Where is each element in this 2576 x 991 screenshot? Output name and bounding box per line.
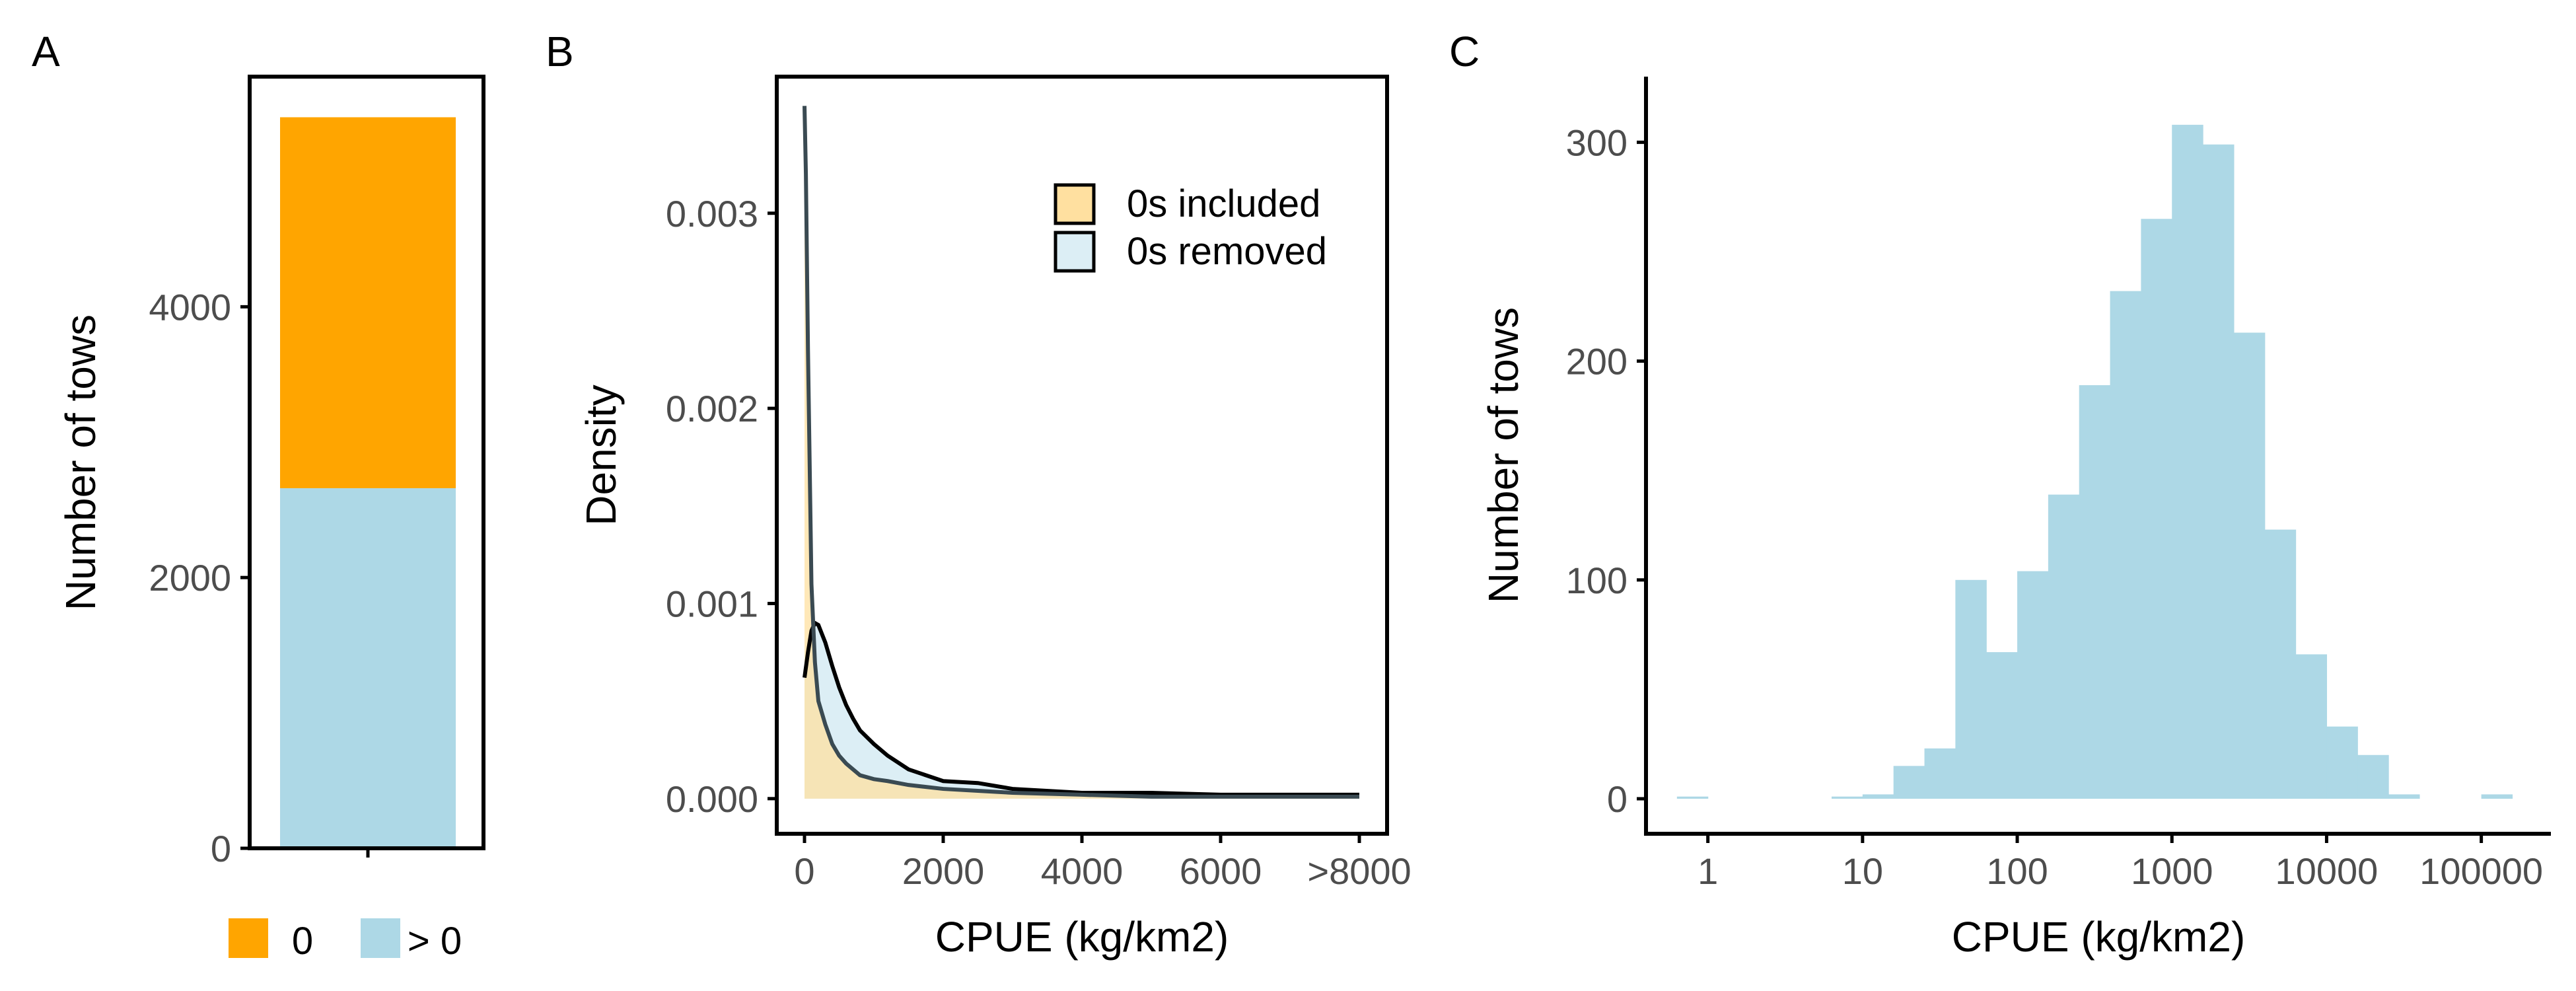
panel-c-x-axis-label: CPUE (kg/km2) bbox=[1952, 913, 2246, 961]
x-tick-label: 100 bbox=[1986, 850, 2048, 892]
legend-label: 0s removed bbox=[1127, 230, 1327, 273]
histogram-bar bbox=[2203, 144, 2235, 799]
panel-c-chart: 0 100 200 300 1 10 100 1000 10000 100000 CPUE (kg… bbox=[1480, 77, 2551, 961]
panel-label-b: B bbox=[546, 28, 574, 75]
panel-c-histogram-bars bbox=[1676, 124, 2513, 799]
panel-b-x-axis-label: CPUE (kg/km2) bbox=[935, 913, 1229, 961]
y-tick-label: 200 bbox=[1566, 341, 1628, 383]
legend-label: > 0 bbox=[408, 920, 462, 963]
panel-c-axes: 0 100 200 300 1 10 100 1000 10000 100000 bbox=[1566, 77, 2551, 892]
panel-label-a: A bbox=[32, 28, 60, 75]
legend-label: 0s included bbox=[1127, 182, 1320, 225]
density-curve-zeros-removed-line bbox=[803, 620, 1359, 797]
histogram-bar bbox=[2172, 124, 2203, 799]
legend-swatch-positive bbox=[361, 918, 400, 958]
panel-a-legend: 0 > 0 bbox=[229, 918, 462, 963]
histogram-bar bbox=[2264, 529, 2297, 799]
panel-a-y-axis-label: Number of tows bbox=[57, 314, 104, 610]
y-tick-label: 0 bbox=[1607, 778, 1628, 820]
y-tick-label: 0.001 bbox=[666, 583, 758, 624]
histogram-bar bbox=[1862, 794, 1894, 799]
legend-swatch-zero bbox=[229, 918, 268, 958]
histogram-bar bbox=[2048, 494, 2080, 799]
y-tick-label: 2000 bbox=[149, 557, 231, 599]
histogram-bar bbox=[2079, 385, 2111, 799]
histogram-bar bbox=[2357, 754, 2389, 799]
x-tick-label: 0 bbox=[794, 850, 814, 892]
histogram-bar bbox=[1955, 579, 1987, 799]
x-tick-label: 4000 bbox=[1041, 850, 1124, 892]
histogram-bar bbox=[2110, 291, 2142, 799]
histogram-bar bbox=[1986, 652, 2018, 799]
panel-b-y-axis-label: Density bbox=[577, 385, 625, 525]
legend-swatch-zeros-included bbox=[1054, 183, 1096, 225]
histogram-bar bbox=[2388, 794, 2420, 799]
panel-c-axis-lines bbox=[1644, 77, 2551, 836]
y-tick-label: 300 bbox=[1566, 122, 1628, 163]
histogram-bar bbox=[2295, 654, 2328, 799]
panel-c-y-axis-label: Number of tows bbox=[1480, 307, 1527, 603]
x-tick-label: 10000 bbox=[2275, 850, 2379, 892]
x-tick-label: 10 bbox=[1842, 850, 1883, 892]
x-tick-label: 100000 bbox=[2419, 850, 2543, 892]
panel-label-c: C bbox=[1449, 28, 1480, 75]
x-tick-label: 1000 bbox=[2131, 850, 2213, 892]
density-curve-zeros-removed-area bbox=[805, 623, 1359, 799]
y-tick-label: 0.003 bbox=[666, 193, 758, 235]
legend-swatch-zeros-removed bbox=[1054, 231, 1096, 273]
x-tick-label: 2000 bbox=[902, 850, 985, 892]
histogram-bar bbox=[1893, 766, 1925, 799]
histogram-bar bbox=[2326, 726, 2358, 799]
histogram-bar bbox=[1676, 796, 1709, 799]
density-curve-zeros-included-line bbox=[803, 106, 1359, 799]
histogram-bar bbox=[2481, 794, 2513, 799]
panel-a-axes: 0 2000 4000 bbox=[149, 75, 485, 869]
panel-b-legend: 0s included 0s removed bbox=[1054, 182, 1327, 273]
histogram-bar bbox=[1924, 748, 1956, 799]
panel-a-bars bbox=[280, 117, 456, 848]
x-tick-label: 1 bbox=[1698, 850, 1718, 892]
bar-segment-positive bbox=[280, 488, 456, 848]
panel-a-chart: 0 2000 4000 Number of tows 0 > 0 bbox=[57, 75, 485, 963]
y-tick-label: 0.000 bbox=[666, 778, 758, 820]
panel-b-density-curves bbox=[803, 106, 1359, 799]
panel-b-chart: 0.000 0.001 0.002 0.003 0 2000 4000 6000 >8000 C… bbox=[577, 75, 1412, 961]
bar-segment-zero bbox=[280, 117, 456, 488]
histogram-bar bbox=[2233, 332, 2266, 799]
x-tick-label: 6000 bbox=[1180, 850, 1262, 892]
y-tick-label: 100 bbox=[1566, 560, 1628, 601]
y-tick-label: 4000 bbox=[149, 286, 231, 328]
histogram-bar bbox=[2141, 219, 2172, 799]
y-tick-label: 0 bbox=[211, 828, 231, 869]
histogram-bar bbox=[2017, 571, 2049, 799]
histogram-bar bbox=[1832, 796, 1863, 799]
y-tick-label: 0.002 bbox=[666, 388, 758, 429]
legend-label: 0 bbox=[292, 920, 313, 963]
panel-b-axes: 0.000 0.001 0.002 0.003 0 2000 4000 6000 >8000 bbox=[666, 75, 1412, 892]
x-tick-label: >8000 bbox=[1307, 850, 1411, 892]
